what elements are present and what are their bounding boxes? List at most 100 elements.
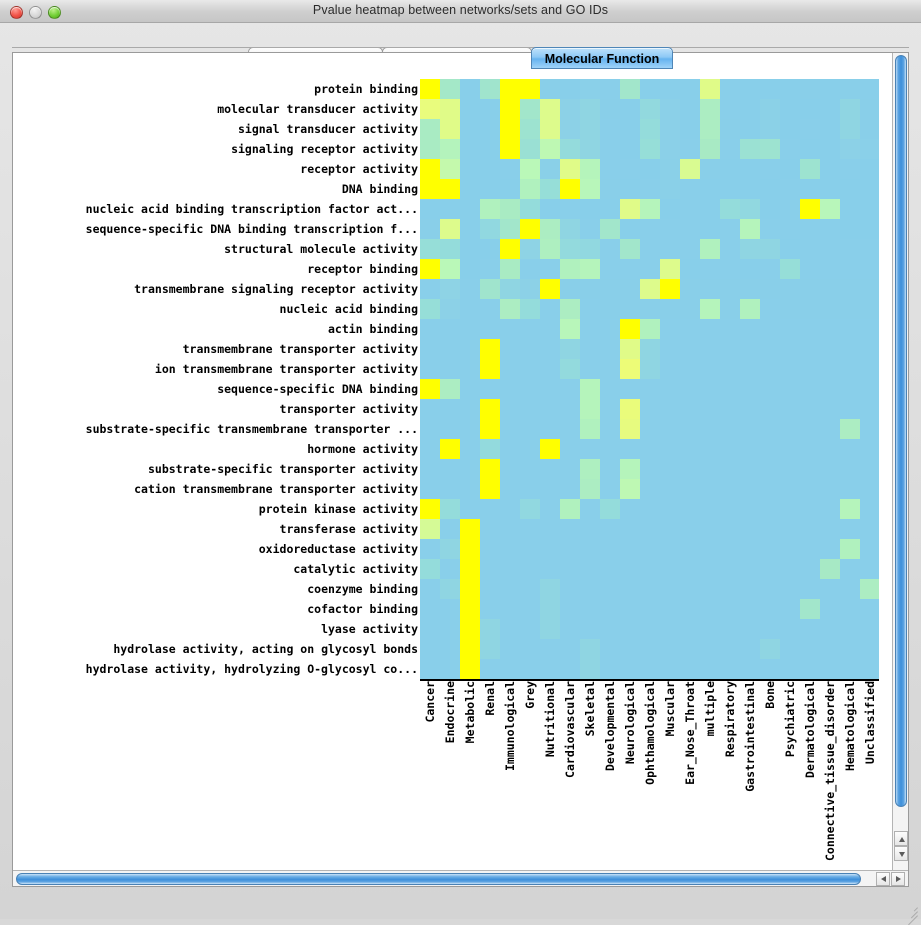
heatmap-cell[interactable] (620, 379, 640, 399)
scroll-up-button[interactable] (894, 831, 908, 846)
heatmap-cell[interactable] (500, 659, 520, 679)
heatmap-cell[interactable] (760, 239, 780, 259)
heatmap-cell[interactable] (820, 119, 840, 139)
heatmap-cell[interactable] (520, 239, 540, 259)
heatmap-cell[interactable] (420, 299, 440, 319)
heatmap-cell[interactable] (560, 319, 580, 339)
heatmap-cell[interactable] (600, 519, 620, 539)
heatmap-cell[interactable] (800, 419, 820, 439)
heatmap-cell[interactable] (720, 559, 740, 579)
heatmap-cell[interactable] (440, 379, 460, 399)
heatmap-cell[interactable] (860, 259, 879, 279)
heatmap-cell[interactable] (420, 339, 440, 359)
heatmap-cell[interactable] (820, 619, 840, 639)
close-button[interactable] (10, 6, 23, 19)
heatmap-cell[interactable] (620, 279, 640, 299)
heatmap-cell[interactable] (680, 579, 700, 599)
heatmap-cell[interactable] (800, 139, 820, 159)
heatmap-cell[interactable] (460, 379, 480, 399)
heatmap-cell[interactable] (720, 319, 740, 339)
heatmap-cell[interactable] (520, 199, 540, 219)
heatmap-cell[interactable] (860, 539, 879, 559)
heatmap-cell[interactable] (700, 199, 720, 219)
heatmap-cell[interactable] (520, 159, 540, 179)
heatmap-cell[interactable] (780, 119, 800, 139)
heatmap-cell[interactable] (520, 279, 540, 299)
heatmap-cell[interactable] (840, 619, 860, 639)
heatmap-cell[interactable] (420, 439, 440, 459)
heatmap-cell[interactable] (720, 79, 740, 99)
heatmap-cell[interactable] (420, 599, 440, 619)
heatmap-cell[interactable] (540, 459, 560, 479)
heatmap-cell[interactable] (820, 99, 840, 119)
heatmap-cell[interactable] (640, 659, 660, 679)
heatmap-cell[interactable] (620, 419, 640, 439)
heatmap-cell[interactable] (460, 579, 480, 599)
heatmap-cell[interactable] (720, 379, 740, 399)
heatmap-cell[interactable] (480, 479, 500, 499)
heatmap-cell[interactable] (600, 199, 620, 219)
heatmap-cell[interactable] (620, 399, 640, 419)
heatmap-cell[interactable] (580, 279, 600, 299)
heatmap-cell[interactable] (680, 359, 700, 379)
heatmap-cell[interactable] (580, 199, 600, 219)
heatmap-cell[interactable] (700, 639, 720, 659)
heatmap-cell[interactable] (540, 519, 560, 539)
heatmap-cell[interactable] (420, 559, 440, 579)
heatmap-cell[interactable] (740, 599, 760, 619)
heatmap-cell[interactable] (640, 479, 660, 499)
heatmap-cell[interactable] (620, 659, 640, 679)
heatmap-cell[interactable] (780, 259, 800, 279)
heatmap-cell[interactable] (460, 259, 480, 279)
heatmap-cell[interactable] (760, 559, 780, 579)
heatmap-cell[interactable] (540, 99, 560, 119)
heatmap-cell[interactable] (640, 199, 660, 219)
heatmap-cell[interactable] (860, 599, 879, 619)
heatmap-cell[interactable] (480, 359, 500, 379)
heatmap-cell[interactable] (520, 439, 540, 459)
heatmap-cell[interactable] (740, 499, 760, 519)
heatmap-cell[interactable] (620, 439, 640, 459)
heatmap-cell[interactable] (780, 579, 800, 599)
heatmap-cell[interactable] (520, 139, 540, 159)
heatmap-cell[interactable] (740, 299, 760, 319)
heatmap-cell[interactable] (420, 619, 440, 639)
heatmap-cell[interactable] (620, 339, 640, 359)
heatmap-cell[interactable] (680, 659, 700, 679)
heatmap-cell[interactable] (820, 199, 840, 219)
heatmap-cell[interactable] (440, 339, 460, 359)
heatmap-cell[interactable] (560, 159, 580, 179)
heatmap-cell[interactable] (720, 359, 740, 379)
heatmap-cell[interactable] (840, 299, 860, 319)
heatmap-cell[interactable] (440, 399, 460, 419)
heatmap-cell[interactable] (480, 139, 500, 159)
heatmap-cell[interactable] (480, 559, 500, 579)
heatmap-cell[interactable] (420, 199, 440, 219)
heatmap-cell[interactable] (780, 619, 800, 639)
heatmap-cell[interactable] (580, 559, 600, 579)
heatmap-cell[interactable] (580, 499, 600, 519)
heatmap-cell[interactable] (640, 499, 660, 519)
heatmap-cell[interactable] (520, 619, 540, 639)
heatmap-cell[interactable] (500, 579, 520, 599)
heatmap-cell[interactable] (840, 559, 860, 579)
heatmap-cell[interactable] (720, 539, 740, 559)
heatmap-cell[interactable] (520, 219, 540, 239)
heatmap-cell[interactable] (660, 79, 680, 99)
heatmap-cell[interactable] (620, 519, 640, 539)
heatmap-cell[interactable] (680, 139, 700, 159)
heatmap-cell[interactable] (500, 419, 520, 439)
heatmap-cell[interactable] (640, 379, 660, 399)
heatmap-cell[interactable] (840, 479, 860, 499)
heatmap-cell[interactable] (660, 659, 680, 679)
heatmap-cell[interactable] (440, 459, 460, 479)
heatmap-cell[interactable] (640, 399, 660, 419)
heatmap-cell[interactable] (740, 259, 760, 279)
heatmap-cell[interactable] (580, 599, 600, 619)
heatmap-cell[interactable] (540, 159, 560, 179)
heatmap-cell[interactable] (720, 219, 740, 239)
heatmap-cell[interactable] (560, 619, 580, 639)
heatmap-cell[interactable] (760, 99, 780, 119)
heatmap-cell[interactable] (800, 259, 820, 279)
heatmap-cell[interactable] (800, 459, 820, 479)
